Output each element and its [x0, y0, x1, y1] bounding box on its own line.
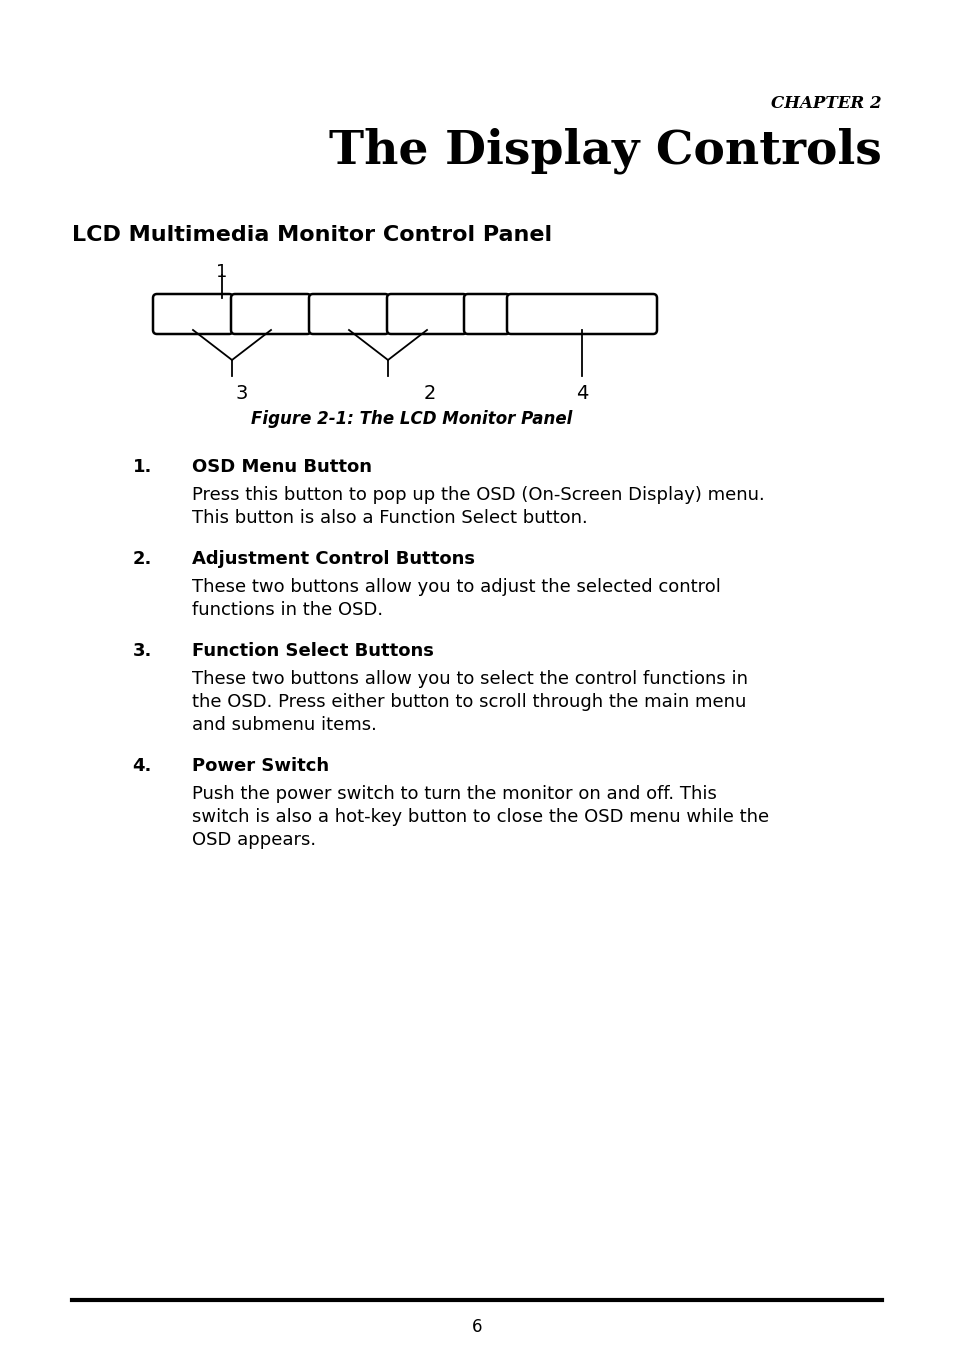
- Text: Figure 2-1: The LCD Monitor Panel: Figure 2-1: The LCD Monitor Panel: [251, 410, 572, 429]
- FancyBboxPatch shape: [463, 293, 510, 334]
- Text: functions in the OSD.: functions in the OSD.: [192, 602, 383, 619]
- Text: 3: 3: [235, 384, 248, 403]
- Text: LCD Multimedia Monitor Control Panel: LCD Multimedia Monitor Control Panel: [71, 224, 552, 245]
- Text: OSD appears.: OSD appears.: [192, 831, 315, 849]
- Text: Push the power switch to turn the monitor on and off. This: Push the power switch to turn the monito…: [192, 786, 716, 803]
- Text: OSD Menu Button: OSD Menu Button: [192, 458, 372, 476]
- Text: Function Select Buttons: Function Select Buttons: [192, 642, 434, 660]
- Text: These two buttons allow you to select the control functions in: These two buttons allow you to select th…: [192, 671, 747, 688]
- FancyBboxPatch shape: [506, 293, 657, 334]
- Text: Power Switch: Power Switch: [192, 757, 329, 775]
- Text: 2.: 2.: [132, 550, 152, 568]
- Text: 4: 4: [576, 384, 588, 403]
- FancyBboxPatch shape: [152, 293, 233, 334]
- FancyBboxPatch shape: [309, 293, 389, 334]
- Text: 1.: 1.: [132, 458, 152, 476]
- Text: Adjustment Control Buttons: Adjustment Control Buttons: [192, 550, 475, 568]
- Text: The Display Controls: The Display Controls: [329, 128, 882, 174]
- Text: and submenu items.: and submenu items.: [192, 717, 376, 734]
- Text: 2: 2: [423, 384, 436, 403]
- Text: 4.: 4.: [132, 757, 152, 775]
- FancyBboxPatch shape: [231, 293, 311, 334]
- Text: This button is also a Function Select button.: This button is also a Function Select bu…: [192, 508, 587, 527]
- Text: Press this button to pop up the OSD (On-Screen Display) menu.: Press this button to pop up the OSD (On-…: [192, 485, 764, 504]
- Text: CHAPTER 2: CHAPTER 2: [771, 95, 882, 112]
- Text: 6: 6: [471, 1318, 482, 1336]
- Text: 1: 1: [216, 264, 228, 281]
- Text: 3.: 3.: [132, 642, 152, 660]
- Text: switch is also a hot-key button to close the OSD menu while the: switch is also a hot-key button to close…: [192, 808, 768, 826]
- Text: These two buttons allow you to adjust the selected control: These two buttons allow you to adjust th…: [192, 579, 720, 596]
- Text: the OSD. Press either button to scroll through the main menu: the OSD. Press either button to scroll t…: [192, 694, 745, 711]
- FancyBboxPatch shape: [387, 293, 467, 334]
